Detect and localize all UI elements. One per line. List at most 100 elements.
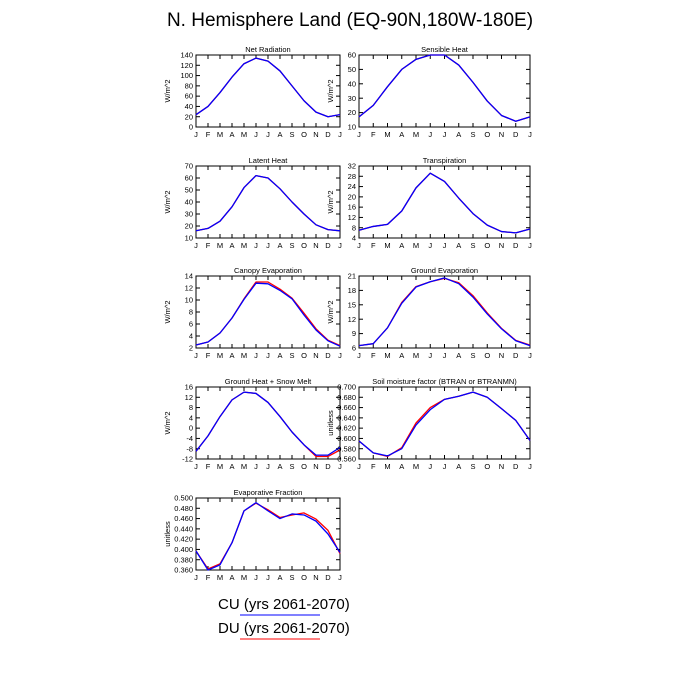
x-tick-label: J [338,130,342,139]
x-tick-label: D [513,130,519,139]
y-tick-label: 0 [189,123,193,132]
y-tick-label: 8 [189,308,193,317]
x-tick-label: F [371,351,376,360]
x-tick-label: J [528,241,532,250]
x-tick-label: J [194,130,198,139]
y-tick-label: 0.560 [337,455,356,464]
y-tick-label: 20 [348,108,356,117]
panel-title: Net Radiation [245,45,290,54]
x-tick-label: J [428,462,432,471]
y-tick-label: 0.500 [174,494,193,503]
panel-title: Latent Heat [249,156,289,165]
x-tick-label: O [484,351,490,360]
x-tick-label: N [499,241,504,250]
series-line-du [358,277,531,347]
x-tick-label: F [206,573,211,582]
x-tick-label: A [229,462,234,471]
x-tick-label: M [217,241,223,250]
x-tick-label: S [470,130,475,139]
x-tick-label: F [206,130,211,139]
y-tick-label: 9 [352,329,356,338]
x-tick-label: D [325,351,331,360]
y-tick-label: 60 [185,174,193,183]
x-tick-label: O [484,241,490,250]
y-tick-label: 32 [348,162,356,171]
plot-frame [195,54,341,128]
y-tick-label: 60 [348,51,356,60]
y-tick-label: 0.380 [174,555,193,564]
series-line-cu [195,391,341,456]
panel-ground-heat-snow-melt: Ground Heat + Snow Melt W/m^2 -12 -8-40 4812… [163,377,342,471]
y-tick-label: 14 [185,272,193,281]
x-tick-label: A [277,130,282,139]
x-tick-label: A [229,573,234,582]
y-tick-label: 20 [348,192,356,201]
y-tick-label: 12 [185,393,193,402]
x-tick-label: O [301,241,307,250]
x-tick-label: N [313,130,318,139]
x-tick-label: A [277,241,282,250]
x-tick-label: M [241,573,247,582]
x-tick-label: M [384,241,390,250]
x-tick-label: N [499,351,504,360]
x-tick-label: M [241,130,247,139]
y-tick-label: -4 [186,434,193,443]
series-line-cu [195,501,341,571]
x-tick-label: A [277,573,282,582]
y-tick-label: 0 [189,424,193,433]
y-axis-label: W/m^2 [326,79,335,102]
y-tick-label: 12 [348,315,356,324]
x-tick-label: A [277,462,282,471]
y-tick-label: 0.600 [337,434,356,443]
x-tick-label: A [277,351,282,360]
panel-title: Evaporative Fraction [234,488,303,497]
x-tick-label: M [384,351,390,360]
x-tick-label: J [443,351,447,360]
panel-title: Ground Heat + Snow Melt [225,377,312,386]
y-tick-label: 6 [352,344,356,353]
panel-title: Sensible Heat [421,45,469,54]
y-tick-label: 0.480 [174,504,193,513]
x-tick-label: D [513,241,519,250]
x-tick-label: J [428,130,432,139]
series-line-du [195,502,341,570]
y-tick-label: 6 [189,320,193,329]
x-tick-label: A [456,462,461,471]
series-line-cu [195,57,341,118]
y-tick-label: 0.440 [174,524,193,533]
y-tick-label: 40 [185,102,193,111]
y-axis-label: W/m^2 [163,79,172,102]
x-tick-label: J [254,130,258,139]
panel-title: Soil moisture factor (BTRAN or BTRANMN) [372,377,517,386]
x-tick-label: S [470,462,475,471]
y-tick-label: 4 [352,234,356,243]
series-line-cu [358,172,531,234]
y-tick-label: 4 [189,332,193,341]
series-line-cu [358,54,531,122]
x-tick-label: J [266,573,270,582]
y-tick-label: 2 [189,344,193,353]
series-line-du [358,54,531,122]
y-tick-label: 80 [185,81,193,90]
panel-soil-moisture-factor-btran-or-btranmn: Soil moisture factor (BTRAN or BTRANMN) u… [326,377,532,471]
x-tick-label: A [399,462,404,471]
y-tick-label: 60 [185,92,193,101]
x-tick-label: M [217,130,223,139]
series-line-du [195,57,341,118]
y-tick-label: 21 [348,272,356,281]
x-tick-label: J [528,462,532,471]
panel-evaporative-fraction: Evaporative Fractionunitless0.3600.3800.… [163,488,342,582]
y-tick-label: 0.700 [337,383,356,392]
y-tick-label: 10 [185,296,193,305]
x-tick-label: J [266,241,270,250]
figure-title: N. Hemisphere Land (EQ-90N,180W-180E) [166,10,534,31]
y-tick-label: 15 [348,300,356,309]
x-tick-label: F [206,241,211,250]
legend-label-du: DU (yrs 2061-2070) [218,620,350,637]
x-tick-label: F [206,351,211,360]
y-tick-label: 12 [348,213,356,222]
